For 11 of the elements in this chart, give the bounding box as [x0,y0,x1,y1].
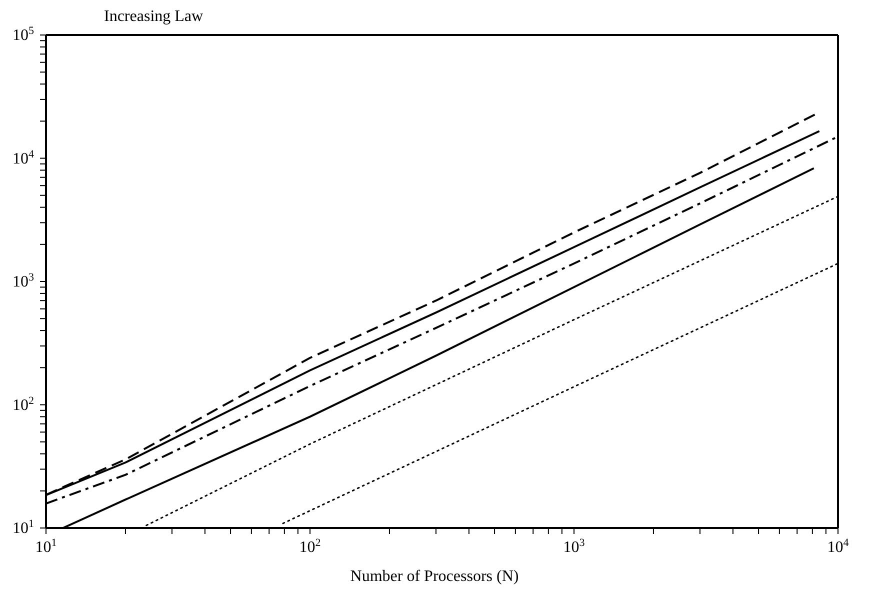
y-tick-label: 10$^{2}$ [12,394,34,414]
y-tick-label: 10$^{4}$ [12,148,34,168]
x-axis-title: Number of Processors (N) [349,568,520,586]
y-tick-label: 10$^{1}$ [12,518,34,537]
x-tick-label: 10$^{3}$ [563,537,586,556]
x-tick-label: 10$^{1}$ [35,537,57,556]
chart-title: Increasing Law [104,8,204,26]
x-tick-label: 10$^{2}$ [299,537,321,556]
y-tick-label: 10$^{3}$ [12,272,34,290]
x-tick-label: 10$^{4}$ [827,537,850,556]
y-tick-label: 10$^{5}$ [12,25,34,44]
